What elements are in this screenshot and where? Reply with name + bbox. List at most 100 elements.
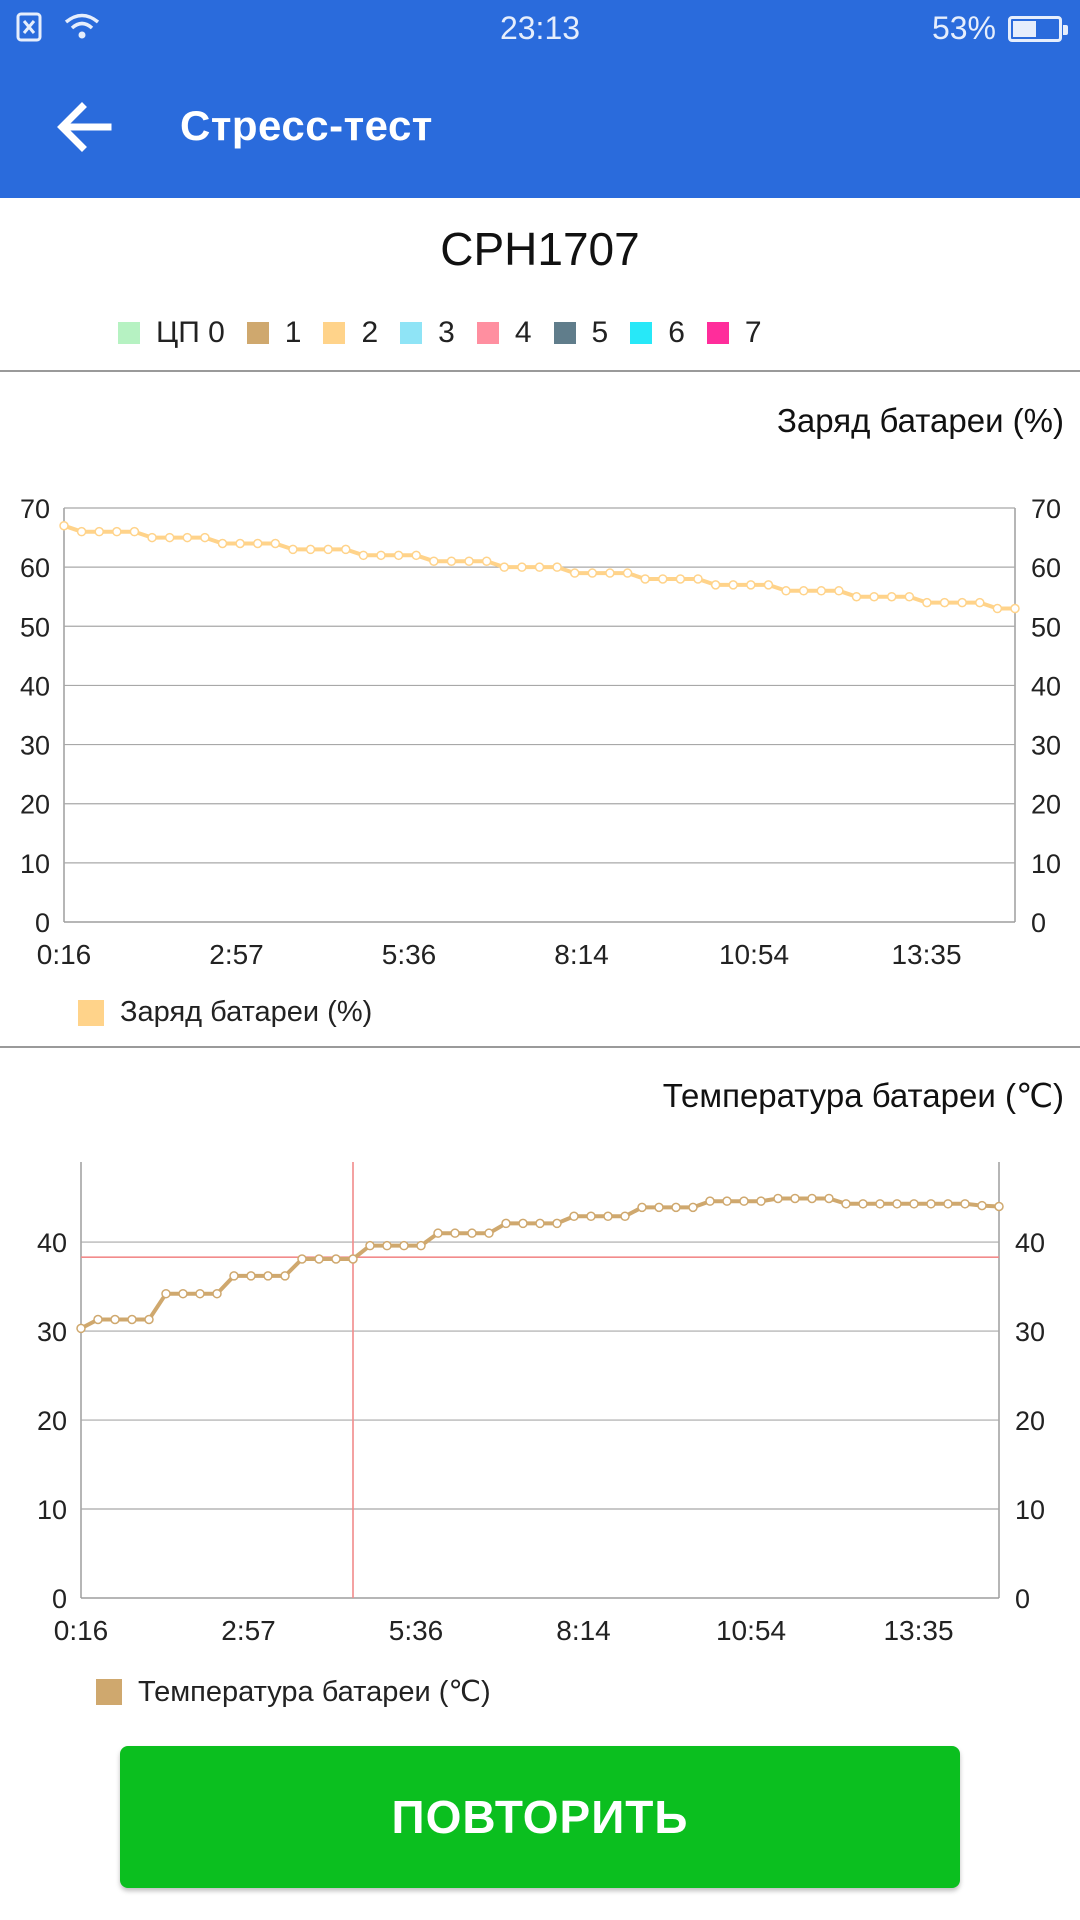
y-tick-label-left: 0 — [35, 908, 50, 938]
x-tick-label: 8:14 — [556, 1615, 611, 1646]
data-point — [603, 1211, 613, 1222]
legend-label: Заряд батареи (%) — [120, 996, 373, 1028]
data-point — [960, 1199, 970, 1209]
temperature-chart: 0 0 10 10 20 20 30 30 40 40 0:16 2:57 5:36 8:14 10:54 1… — [37, 1162, 1045, 1646]
data-point — [892, 1199, 902, 1209]
data-point — [393, 550, 404, 561]
x-tick-label: 0:16 — [54, 1615, 109, 1646]
data-point — [305, 544, 316, 555]
y-tick-label-right: 30 — [1031, 731, 1061, 761]
y-tick-label-right: 40 — [1031, 671, 1061, 701]
y-tick-label-left: 50 — [20, 612, 50, 642]
data-point — [671, 1202, 681, 1213]
x-tick-label: 5:36 — [389, 1615, 444, 1646]
data-point — [94, 526, 104, 537]
back-button[interactable] — [44, 92, 124, 162]
data-point — [552, 562, 562, 572]
data-point — [164, 532, 175, 543]
data-point — [161, 1288, 171, 1299]
data-point — [705, 1196, 715, 1206]
data-point — [178, 1288, 188, 1299]
data-point — [781, 586, 791, 596]
x-tick-label: 0:16 — [37, 939, 92, 970]
cpu-legend-item: 7 — [706, 316, 762, 350]
y-tick-label-left: 0 — [52, 1584, 67, 1614]
y-tick-label-right: 0 — [1015, 1584, 1030, 1614]
data-point — [658, 574, 668, 584]
legend-label: 4 — [514, 316, 532, 349]
repeat-button[interactable]: ПОВТОРИТЬ — [120, 1746, 960, 1888]
y-tick-label-left: 30 — [37, 1317, 67, 1347]
data-point — [314, 1254, 324, 1264]
y-tick-label-left: 40 — [20, 671, 50, 701]
legend-swatch — [323, 322, 346, 344]
data-point — [517, 562, 527, 572]
data-point — [433, 1228, 443, 1238]
data-point — [450, 1228, 460, 1238]
data-point — [416, 1240, 426, 1251]
cpu-legend-item: 1 — [246, 316, 302, 350]
status-battery: 53% — [932, 10, 1068, 47]
data-point — [270, 538, 281, 549]
x-tick-label: 10:54 — [716, 1615, 786, 1646]
data-point — [348, 1254, 358, 1264]
data-point — [992, 603, 1003, 614]
y-tick-label-left: 60 — [20, 553, 50, 583]
data-point — [365, 1240, 375, 1251]
status-bar: 23:13 53% — [0, 0, 1080, 56]
y-tick-label-right: 10 — [1031, 849, 1061, 879]
data-point — [399, 1240, 409, 1251]
y-tick-label-right: 20 — [1031, 790, 1061, 820]
data-point — [763, 580, 774, 590]
data-point — [922, 597, 932, 608]
data-point — [246, 1271, 256, 1281]
legend-swatch — [630, 322, 653, 344]
legend-swatch — [96, 1678, 122, 1705]
data-point — [411, 550, 421, 561]
data-point — [858, 1199, 868, 1209]
y-tick-label-left: 30 — [20, 731, 50, 761]
data-point — [76, 526, 87, 537]
data-point — [605, 568, 615, 578]
cpu-legend-item: 2 — [323, 316, 378, 350]
y-tick-label-right: 30 — [1015, 1317, 1045, 1347]
cpu-legend-item: 3 — [400, 316, 455, 350]
legend-swatch — [400, 322, 423, 344]
y-tick-label-right: 20 — [1015, 1406, 1045, 1436]
data-point — [728, 580, 738, 590]
data-point — [217, 538, 228, 549]
arrow-left-icon — [57, 102, 112, 152]
data-point — [127, 1314, 137, 1325]
legend-swatch — [78, 999, 104, 1026]
x-tick-label: 2:57 — [209, 939, 264, 970]
cpu-legend-item: 4 — [476, 316, 532, 350]
legend-label: ЦП 0 — [156, 316, 225, 349]
cpu-legend: ЦП 0 1 2 3 4 5 6 7 — [118, 316, 784, 350]
data-point — [816, 586, 827, 596]
data-point — [552, 1218, 562, 1229]
data-point — [76, 1323, 86, 1334]
data-point — [382, 1240, 392, 1251]
cpu-legend-item: ЦП 0 — [118, 316, 225, 350]
data-point — [587, 568, 598, 578]
data-point — [484, 1228, 494, 1238]
data-point — [710, 580, 721, 590]
data-point — [977, 1200, 987, 1211]
data-point — [569, 1211, 579, 1222]
data-point — [841, 1199, 851, 1209]
data-point — [288, 544, 298, 555]
divider — [0, 370, 1080, 372]
legend-label: 1 — [284, 316, 302, 349]
data-point — [331, 1254, 341, 1264]
data-point — [798, 586, 809, 596]
data-point — [640, 574, 650, 584]
data-point — [59, 520, 69, 531]
data-point — [518, 1218, 528, 1229]
data-point — [909, 1199, 919, 1209]
device-name: CPH1707 — [440, 223, 640, 275]
data-point — [746, 580, 756, 590]
data-point — [376, 550, 386, 561]
data-point — [235, 538, 245, 549]
data-point — [534, 562, 545, 572]
data-point — [654, 1202, 664, 1213]
